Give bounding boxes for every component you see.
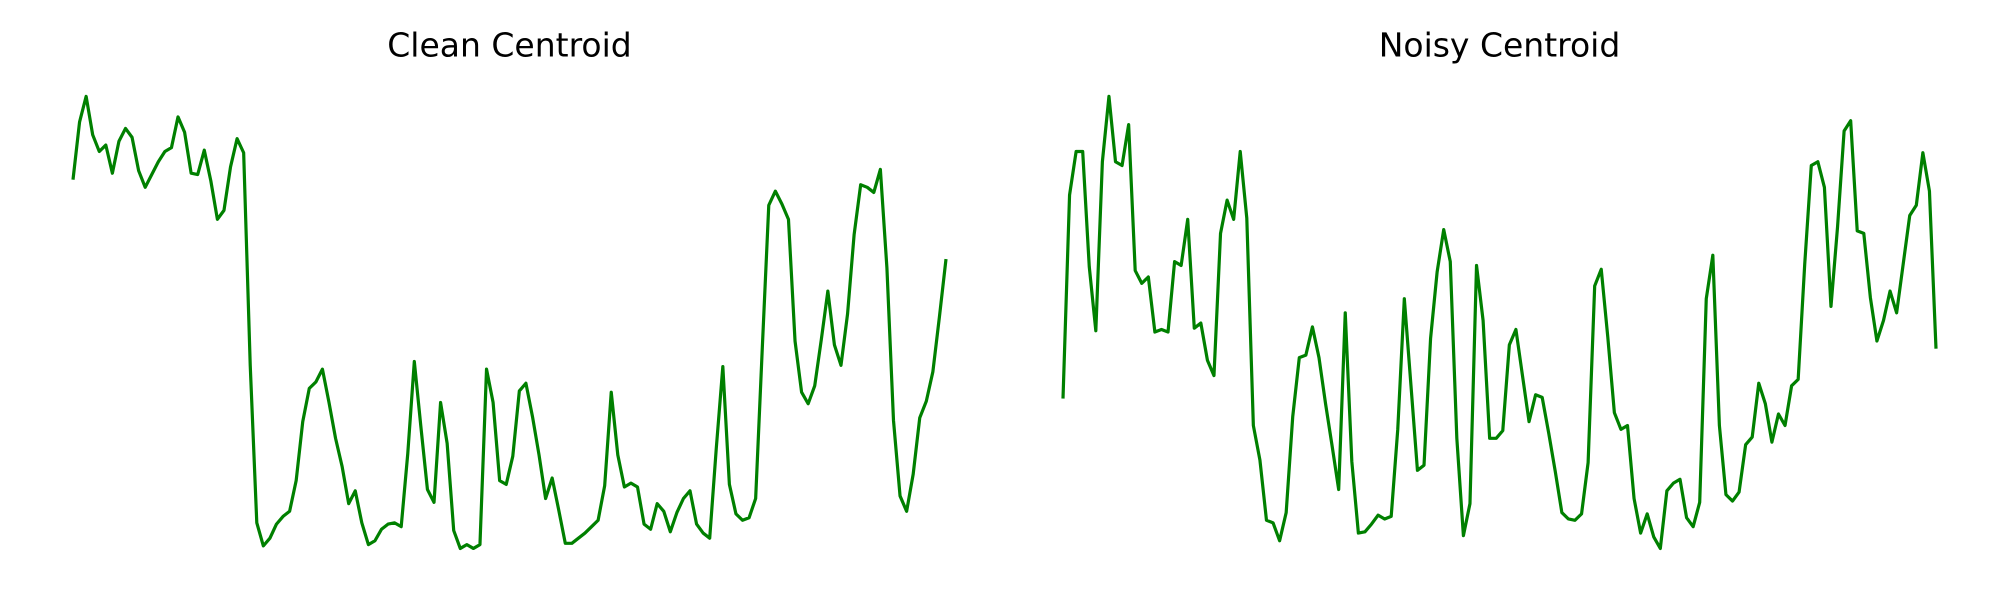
data-line [71,94,948,551]
chart-title: Clean Centroid [387,26,632,65]
chart-title: Noisy Centroid [1379,26,1621,65]
data-line [1061,94,1938,551]
